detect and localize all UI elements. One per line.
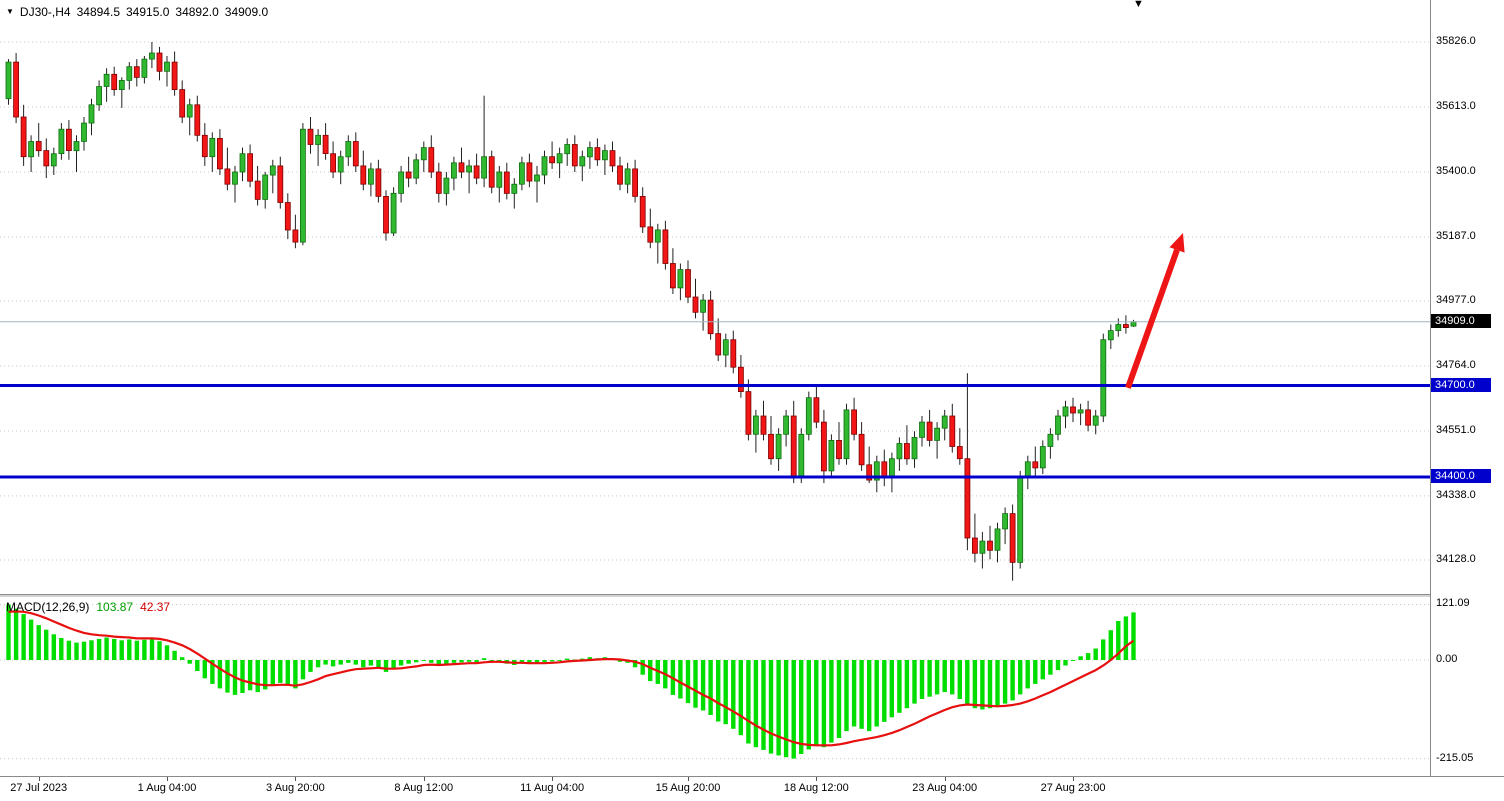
macd-signal-value: 42.37 — [140, 600, 171, 614]
price-tick-label: 35613.0 — [1436, 99, 1476, 112]
time-axis-tick — [38, 777, 40, 781]
time-axis-label: 8 Aug 12:00 — [394, 782, 454, 794]
price-tick-label: 35826.0 — [1436, 35, 1476, 47]
time-axis-label: 15 Aug 20:00 — [655, 782, 721, 794]
macd-signal-line — [8, 610, 1135, 747]
macd-histogram — [6, 604, 1136, 759]
time-axis-tick — [552, 777, 554, 781]
time-axis-label: 1 Aug 04:00 — [137, 782, 197, 794]
time-axis-tick — [295, 777, 297, 781]
ohlc-close: 34909.0 — [224, 5, 269, 19]
price-tick-label: 35187.0 — [1436, 229, 1476, 242]
macd-indicator-panel[interactable] — [0, 596, 1430, 775]
time-axis-label: 23 Aug 04:00 — [912, 782, 978, 794]
panel-splitter[interactable] — [0, 594, 1504, 597]
main-price-chart[interactable] — [0, 0, 1430, 596]
macd-tick-label: -215.05 — [1436, 751, 1474, 764]
time-axis-tick — [1073, 777, 1075, 781]
candlestick-series — [5, 42, 1137, 581]
time-axis-tick — [423, 777, 425, 781]
level-price-badge: 34400.0 — [1431, 469, 1491, 484]
chart-shift-marker-icon[interactable]: ▼ — [1133, 0, 1144, 10]
price-tick-label: 34128.0 — [1436, 552, 1476, 565]
time-axis-tick — [167, 777, 169, 781]
price-tick-label: 34977.0 — [1436, 293, 1476, 306]
current-price-badge: 34909.0 — [1431, 313, 1491, 328]
price-tick-label: 35400.0 — [1436, 164, 1476, 177]
price-tick-label: 34338.0 — [1436, 488, 1476, 501]
time-axis-tick — [944, 777, 946, 781]
time-axis-tick — [688, 777, 689, 781]
time-axis-label: 3 Aug 20:00 — [266, 782, 325, 794]
macd-name-label: MACD(12,26,9) — [6, 600, 90, 614]
time-axis-label: 27 Aug 23:00 — [1040, 782, 1106, 794]
symbol-period-label: DJ30-,H4 — [19, 5, 71, 19]
time-axis-tick — [816, 777, 818, 781]
time-axis-label: 11 Aug 04:00 — [520, 782, 585, 794]
time-axis[interactable]: 27 Jul 2023 1 Aug 04:00 3 Aug 20:00 8 Aug 1… — [0, 776, 1504, 801]
price-tick-label: 34551.0 — [1436, 423, 1476, 436]
ohlc-high: 34915.0 — [126, 5, 170, 19]
price-tick-label: 34764.0 — [1436, 358, 1476, 371]
macd-tick-label: 121.09 — [1436, 597, 1470, 610]
price-scale[interactable]: 35826.0 35613.0 35400.0 35187.0 34977.0 34764… — [1430, 0, 1504, 776]
time-axis-label: 18 Aug 12:00 — [783, 782, 849, 794]
macd-tick-label: 0.00 — [1436, 653, 1458, 665]
time-axis-label: 27 Jul 2023 — [10, 782, 68, 794]
level-price-badge: 34700.0 — [1431, 377, 1491, 392]
symbol-marker-icon: ▼ — [6, 7, 14, 16]
ohlc-low: 34892.0 — [175, 5, 219, 19]
chart-ohlc-header: ▼ DJ30-,H4 34894.5 34915.0 34892.0 34909… — [6, 5, 268, 19]
macd-header: MACD(12,26,9) 103.87 42.37 — [6, 600, 170, 614]
trend-arrow[interactable] — [1125, 233, 1185, 389]
ohlc-open: 34894.5 — [76, 5, 120, 19]
price-gridlines — [0, 41, 1430, 561]
macd-main-value: 103.87 — [96, 600, 134, 614]
